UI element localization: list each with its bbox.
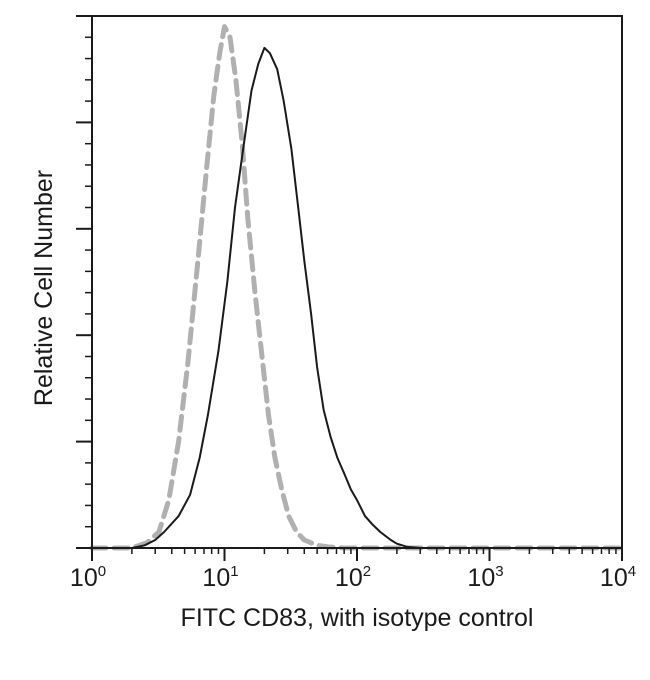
x-tick-label: 100	[70, 563, 106, 592]
y-axis-title: Relative Cell Number	[30, 170, 58, 406]
series-layer	[89, 24, 625, 551]
x-tick-label: 102	[335, 563, 371, 592]
isotype-control-curve	[89, 24, 625, 551]
x-axis-tick-labels: 100 101 102 103 104	[70, 563, 636, 592]
x-axis-title: FITC CD83, with isotype control	[181, 604, 534, 632]
x-tick-label: 103	[467, 563, 503, 592]
plot-frame	[91, 15, 623, 549]
y-axis-ticks	[76, 15, 92, 549]
cd83-curve	[91, 46, 623, 549]
x-tick-label: 104	[600, 563, 636, 592]
x-tick-label: 101	[202, 563, 238, 592]
x-axis-ticks	[91, 548, 623, 561]
